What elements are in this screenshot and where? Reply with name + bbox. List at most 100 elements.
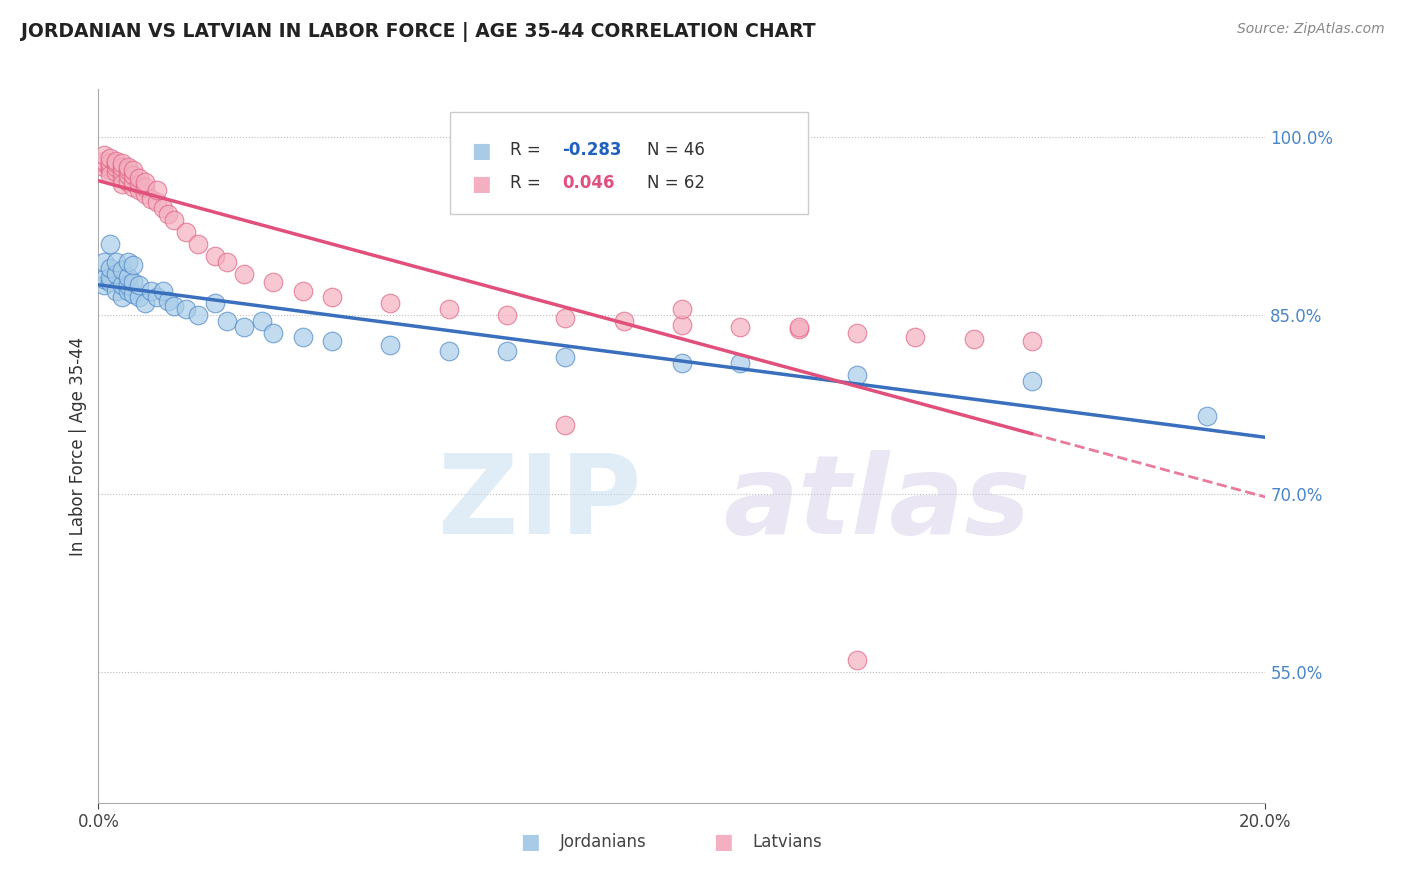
Point <box>117 160 139 174</box>
Point <box>146 290 169 304</box>
Point <box>671 318 693 332</box>
Point <box>104 254 127 268</box>
Point <box>111 171 134 186</box>
Text: N = 46: N = 46 <box>647 141 704 159</box>
Point <box>380 338 402 352</box>
Text: ■: ■ <box>471 174 491 194</box>
Text: R =: R = <box>510 174 547 192</box>
Point <box>962 332 984 346</box>
Point <box>321 290 343 304</box>
Point <box>117 285 139 299</box>
Point <box>98 160 121 174</box>
Point <box>111 160 134 174</box>
Point <box>128 178 150 192</box>
Point <box>104 267 127 281</box>
Point <box>93 153 115 168</box>
Point <box>134 186 156 201</box>
Point <box>111 156 134 170</box>
Point <box>554 350 576 364</box>
Point <box>904 329 927 343</box>
Point <box>111 290 134 304</box>
Point <box>104 285 127 299</box>
Point <box>187 236 209 251</box>
Point <box>128 171 150 186</box>
Point <box>128 183 150 197</box>
Text: ZIP: ZIP <box>437 450 641 557</box>
Point <box>134 296 156 310</box>
Point <box>104 165 127 179</box>
Point <box>98 168 121 182</box>
Point <box>98 156 121 170</box>
Point <box>215 254 238 268</box>
Point <box>1021 374 1043 388</box>
Text: N = 62: N = 62 <box>647 174 704 192</box>
Point <box>134 179 156 194</box>
Point <box>111 278 134 293</box>
Point <box>204 249 226 263</box>
Point <box>128 290 150 304</box>
Point <box>117 175 139 189</box>
Point <box>122 258 145 272</box>
Point <box>93 160 115 174</box>
Point <box>846 326 869 340</box>
Point <box>139 192 162 206</box>
Point <box>250 314 273 328</box>
Point <box>291 329 314 343</box>
Point <box>233 320 256 334</box>
Text: JORDANIAN VS LATVIAN IN LABOR FORCE | AGE 35-44 CORRELATION CHART: JORDANIAN VS LATVIAN IN LABOR FORCE | AG… <box>21 22 815 42</box>
Point <box>157 207 180 221</box>
Point <box>215 314 238 328</box>
Point <box>671 356 693 370</box>
Point <box>1021 334 1043 349</box>
Y-axis label: In Labor Force | Age 35-44: In Labor Force | Age 35-44 <box>69 336 87 556</box>
Point <box>554 417 576 432</box>
Point <box>262 326 284 340</box>
Point <box>437 343 460 358</box>
Point <box>117 254 139 268</box>
Point <box>321 334 343 349</box>
Point <box>93 272 115 286</box>
Point <box>174 302 197 317</box>
Point <box>787 320 810 334</box>
Point <box>139 285 162 299</box>
Point <box>104 160 127 174</box>
Point <box>98 270 121 285</box>
Point <box>262 275 284 289</box>
Point <box>157 293 180 308</box>
Point <box>730 356 752 370</box>
Point <box>98 151 121 165</box>
Point <box>122 179 145 194</box>
Point <box>117 168 139 182</box>
Point <box>233 267 256 281</box>
Point <box>134 175 156 189</box>
Point <box>122 175 145 189</box>
Text: ■: ■ <box>471 141 491 161</box>
Text: Latvians: Latvians <box>752 833 821 851</box>
Point <box>98 260 121 275</box>
Point <box>128 278 150 293</box>
Point <box>163 299 186 313</box>
Point <box>122 286 145 301</box>
Point <box>117 278 139 293</box>
Text: ■: ■ <box>520 832 540 852</box>
Point <box>93 147 115 161</box>
Point <box>93 156 115 170</box>
Point <box>554 310 576 325</box>
Point <box>846 368 869 382</box>
Point <box>122 275 145 289</box>
Text: 0.046: 0.046 <box>562 174 614 192</box>
Point <box>122 163 145 178</box>
Point <box>111 165 134 179</box>
Point <box>846 653 869 667</box>
Point <box>146 183 169 197</box>
Point <box>291 285 314 299</box>
Point <box>1195 409 1218 424</box>
Point <box>152 201 174 215</box>
Point <box>146 195 169 210</box>
Text: Source: ZipAtlas.com: Source: ZipAtlas.com <box>1237 22 1385 37</box>
Point <box>117 270 139 285</box>
Point <box>671 302 693 317</box>
Point <box>787 322 810 336</box>
Point <box>104 156 127 170</box>
Point <box>187 308 209 322</box>
